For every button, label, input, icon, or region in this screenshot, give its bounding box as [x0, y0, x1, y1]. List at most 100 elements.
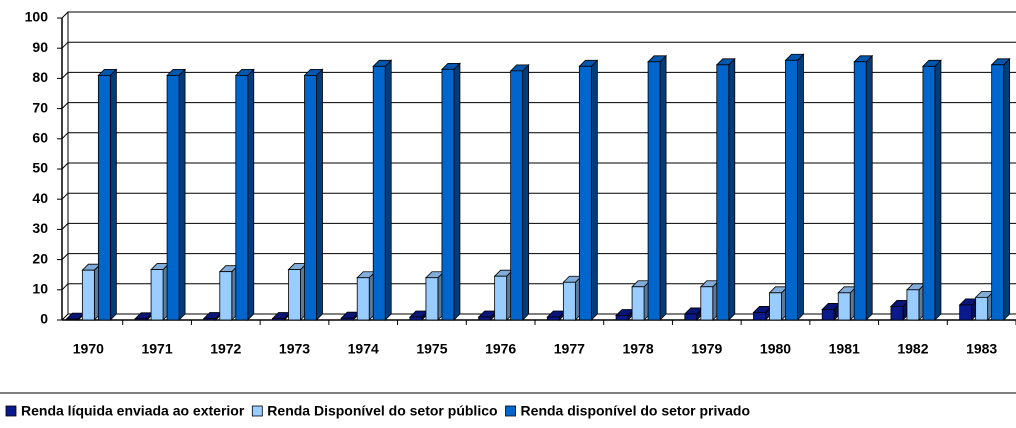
bar-front	[647, 61, 661, 321]
bar	[768, 285, 789, 321]
bar-front	[65, 318, 79, 321]
bar-front	[578, 65, 592, 321]
bar-front	[97, 74, 111, 321]
legend-label: Renda líquida enviada ao exterior	[21, 403, 245, 419]
bar	[356, 270, 377, 321]
legend-label: Renda disponível do setor privado	[521, 403, 750, 419]
bar	[958, 297, 979, 321]
bar-front	[304, 74, 317, 321]
legend-swatch	[251, 405, 263, 417]
bar-front	[959, 304, 973, 321]
bar	[440, 62, 461, 321]
bar	[234, 68, 255, 321]
x-tick-label: 1977	[554, 341, 585, 357]
bar-front	[81, 269, 95, 321]
x-tick-label: 1983	[966, 341, 997, 357]
grid-line	[61, 41, 1016, 49]
y-tick-label: 60	[32, 130, 48, 146]
x-tick-label: 1974	[348, 341, 379, 357]
x-tick-label: 1982	[897, 341, 928, 357]
bar	[372, 59, 393, 321]
bar-front	[235, 74, 249, 321]
y-tick-label: 10	[32, 281, 48, 297]
bar-front	[562, 281, 576, 321]
bar-front	[684, 313, 698, 321]
grid-line	[61, 71, 1016, 79]
y-tick-label: 90	[32, 39, 48, 55]
bar-front	[510, 70, 524, 321]
bar-front	[272, 318, 285, 321]
bar	[562, 275, 583, 321]
bar	[699, 279, 720, 321]
bar-front	[631, 286, 645, 321]
bar	[424, 270, 445, 321]
x-tick-label: 1975	[416, 341, 447, 357]
bar-front	[821, 309, 835, 321]
bar-front	[716, 64, 730, 321]
grid-line	[61, 11, 1016, 19]
bar	[853, 54, 874, 321]
y-tick-label: 30	[32, 220, 48, 236]
bar-front	[546, 316, 560, 321]
bar-front	[906, 289, 920, 321]
bar	[784, 53, 805, 321]
bar-front	[372, 65, 386, 321]
legend-swatch	[505, 405, 516, 417]
bar	[974, 290, 995, 321]
bar-side	[590, 59, 598, 321]
bar-front	[700, 286, 714, 321]
bar-side	[316, 68, 323, 321]
bar	[166, 68, 187, 321]
bar-front	[409, 316, 423, 321]
bar-front	[150, 269, 164, 321]
grid-line	[61, 132, 1016, 140]
bar	[408, 310, 429, 321]
bar	[715, 57, 736, 321]
y-tick-label: 20	[32, 250, 48, 266]
y-tick-label: 100	[25, 9, 49, 25]
bar-front	[890, 306, 904, 321]
bar-side	[1003, 57, 1011, 321]
grid-line	[61, 102, 1016, 109]
bar-side	[384, 59, 392, 321]
bar	[493, 269, 514, 321]
bar	[578, 59, 599, 321]
x-tick-label: 1976	[485, 341, 516, 357]
grid-line	[61, 192, 1016, 200]
y-tick-label: 40	[32, 190, 48, 206]
grid-line	[61, 253, 1016, 260]
x-tick-label: 1978	[622, 341, 653, 357]
x-tick-label: 1981	[829, 341, 860, 357]
legend-swatch	[5, 405, 17, 417]
bar-front	[753, 312, 766, 321]
bar-side	[453, 62, 461, 321]
bar-front	[203, 318, 217, 321]
y-tick-label: 50	[32, 160, 48, 176]
x-tick-label: 1972	[210, 341, 241, 357]
bar-front	[922, 65, 936, 321]
bar-front	[478, 316, 492, 321]
bar	[509, 63, 530, 321]
bar	[303, 68, 324, 321]
bar-front	[134, 318, 148, 321]
bar-front	[853, 61, 867, 321]
y-tick-label: 0	[40, 311, 48, 327]
bar-front	[837, 292, 851, 321]
y-tick-label: 70	[32, 99, 48, 115]
bar	[837, 285, 858, 321]
bar-front	[356, 277, 370, 321]
bar-side	[178, 68, 186, 321]
x-tick-label: 1980	[760, 341, 791, 357]
bar	[81, 263, 102, 321]
bar-front	[769, 292, 782, 321]
x-tick-label: 1979	[691, 341, 722, 357]
bar-side	[728, 57, 736, 321]
bar-front	[425, 277, 439, 321]
bar-side	[934, 59, 942, 321]
bar	[889, 299, 910, 321]
legend-label: Renda Disponível do setor público	[267, 403, 497, 419]
bar	[287, 262, 308, 321]
bar-front	[166, 74, 180, 321]
x-tick-label: 1971	[141, 341, 172, 357]
